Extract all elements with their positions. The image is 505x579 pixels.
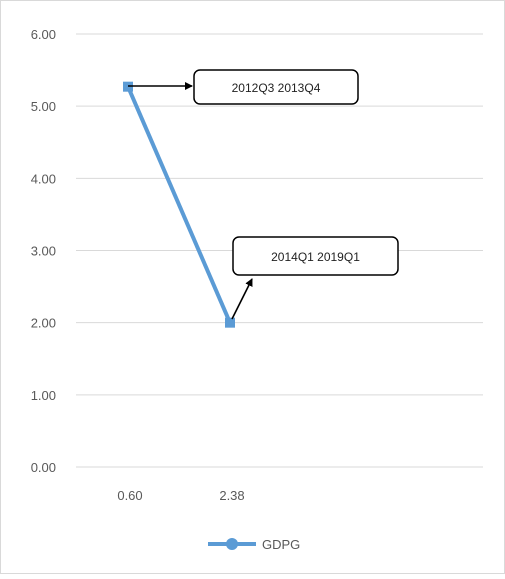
x-tick-label: 2.38 [219, 488, 244, 503]
annotations: 2012Q3 2013Q4 2014Q1 2019Q1 [128, 69, 399, 320]
y-tick-label: 5.00 [31, 99, 56, 114]
annotation-label: 2012Q3 2013Q4 [232, 81, 321, 95]
y-tick-label: 2.00 [31, 316, 56, 331]
x-axis-ticks: 0.60 2.38 [117, 488, 244, 503]
x-tick-label: 0.60 [117, 488, 142, 503]
y-tick-label: 3.00 [31, 244, 56, 259]
gridlines [76, 33, 483, 468]
annotation-box [232, 236, 399, 276]
annotation-box [193, 69, 359, 105]
legend: GDPG [208, 537, 300, 552]
data-point-marker [225, 317, 235, 328]
legend-marker-swatch [226, 538, 238, 550]
legend-label: GDPG [262, 537, 300, 552]
annotation-label: 2014Q1 2019Q1 [271, 250, 360, 264]
y-tick-label: 0.00 [31, 460, 56, 475]
series-line-gdpg [126, 85, 232, 324]
y-tick-label: 6.00 [31, 27, 56, 42]
y-tick-label: 1.00 [31, 388, 56, 403]
y-tick-label: 4.00 [31, 171, 56, 186]
y-axis-ticks: 0.00 1.00 2.00 3.00 4.00 5.00 6.00 [31, 27, 56, 475]
annotation-arrow [231, 278, 253, 320]
